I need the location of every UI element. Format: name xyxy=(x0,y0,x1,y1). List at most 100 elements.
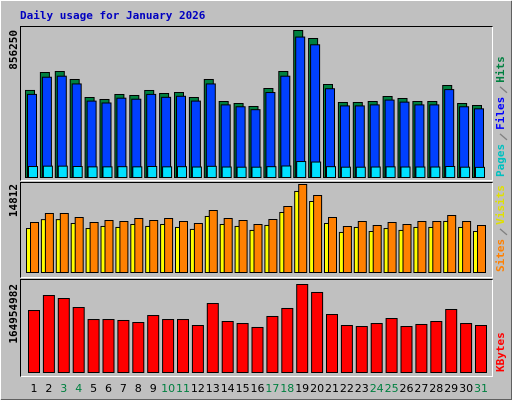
bar xyxy=(326,314,338,373)
bar xyxy=(445,308,458,374)
bar xyxy=(74,217,84,274)
bar xyxy=(430,320,443,373)
bar xyxy=(310,44,321,178)
bar xyxy=(206,303,219,373)
bar xyxy=(311,161,322,178)
bar xyxy=(236,166,247,178)
y-tick-label: 164954982 xyxy=(7,284,20,344)
bar xyxy=(41,76,52,178)
panel-edge-light xyxy=(21,183,493,278)
bar xyxy=(325,88,335,178)
bar xyxy=(460,166,471,178)
legend-label: Pages xyxy=(494,144,507,177)
bar xyxy=(342,226,352,274)
bar xyxy=(432,221,442,273)
legend-label: KBytes xyxy=(494,332,507,372)
bar xyxy=(104,220,114,273)
bar xyxy=(179,221,188,273)
bar xyxy=(193,223,203,273)
bar xyxy=(265,92,276,178)
bar xyxy=(71,83,82,178)
x-tick-label: 6 xyxy=(105,382,112,395)
bar xyxy=(27,93,37,178)
bar xyxy=(238,220,248,273)
bar xyxy=(372,224,382,273)
bar xyxy=(116,97,127,178)
bar xyxy=(161,96,172,178)
bar xyxy=(236,323,249,374)
bar xyxy=(102,319,115,373)
bar xyxy=(117,319,130,373)
legend-label: Sites xyxy=(494,239,507,272)
bar xyxy=(134,218,144,274)
bar xyxy=(42,295,55,373)
bar xyxy=(30,221,39,274)
bar xyxy=(384,99,395,178)
legend-label: Visits xyxy=(494,185,507,225)
bar xyxy=(253,224,263,273)
x-tick-label: 7 xyxy=(120,382,127,395)
x-tick-label: 16 xyxy=(251,382,265,395)
legend-separator xyxy=(499,133,508,141)
bar xyxy=(102,166,113,178)
x-tick-label: 4 xyxy=(75,382,82,395)
x-tick-label: 18 xyxy=(280,382,294,395)
legend-separator xyxy=(499,228,508,236)
x-tick-label: 26 xyxy=(400,382,414,395)
bar xyxy=(430,166,441,178)
bar xyxy=(132,322,145,374)
panel-edge-dark xyxy=(20,26,493,181)
bar xyxy=(387,221,397,274)
bar xyxy=(295,36,306,179)
bar xyxy=(355,326,368,374)
bar xyxy=(370,166,381,178)
bar xyxy=(162,319,175,373)
x-tick-label: 27 xyxy=(414,382,428,395)
x-tick-label: 19 xyxy=(295,382,309,395)
bar xyxy=(87,319,100,373)
bar xyxy=(177,166,187,179)
bar xyxy=(28,166,38,179)
x-tick-label: 3 xyxy=(60,382,67,395)
bar xyxy=(475,325,487,374)
bar xyxy=(281,307,294,374)
bar xyxy=(400,166,411,178)
bar xyxy=(298,184,308,273)
bar xyxy=(444,89,455,178)
bar xyxy=(206,165,217,179)
x-tick-label: 24 xyxy=(370,382,384,395)
bar xyxy=(477,224,486,273)
bar xyxy=(190,100,201,178)
bar xyxy=(340,166,351,178)
panel-edge-dark xyxy=(20,182,493,278)
bar xyxy=(385,318,398,373)
bar xyxy=(402,224,412,273)
panel-edge-light xyxy=(21,280,493,377)
bar xyxy=(223,218,233,274)
x-tick-label: 15 xyxy=(236,382,250,395)
x-tick-label: 14 xyxy=(221,382,235,395)
bar xyxy=(28,310,40,374)
chart-title: Daily usage for January 2026 xyxy=(20,9,206,22)
bar xyxy=(355,166,366,178)
bar xyxy=(357,221,367,273)
bar xyxy=(447,215,457,273)
bar xyxy=(415,166,426,178)
bar xyxy=(57,298,70,373)
bar xyxy=(283,206,293,273)
bar xyxy=(385,166,396,178)
bar xyxy=(117,166,128,179)
bar xyxy=(205,83,216,178)
bar xyxy=(445,166,456,179)
bar xyxy=(89,221,99,274)
panel-edge-dark xyxy=(20,279,493,377)
bar xyxy=(400,326,413,374)
bar xyxy=(340,325,353,374)
bar xyxy=(87,166,98,178)
bar xyxy=(42,165,53,178)
bar xyxy=(326,166,336,179)
y-tick-label: 856250 xyxy=(7,30,20,70)
legend-label: Hits xyxy=(494,56,507,83)
bar xyxy=(59,213,69,274)
bar xyxy=(221,166,232,178)
